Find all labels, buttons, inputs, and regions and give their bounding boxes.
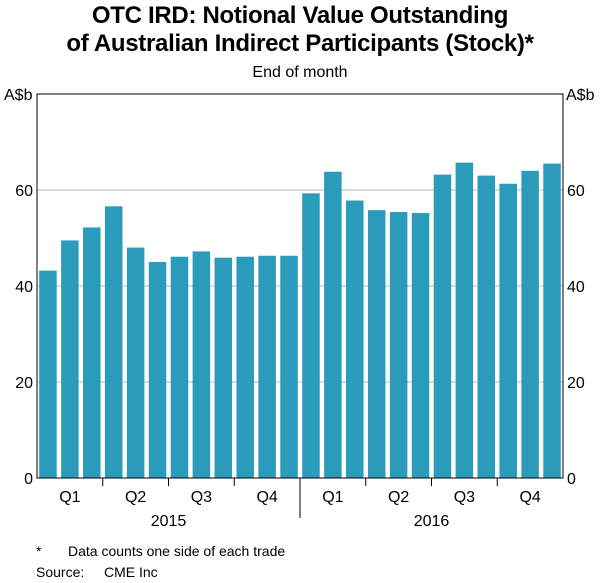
x-quarter-label: Q4 bbox=[256, 489, 277, 506]
x-quarter-label: Q4 bbox=[519, 489, 540, 506]
y-tick-label-left: 0 bbox=[24, 471, 33, 488]
footnote-text: Data counts one side of each trade bbox=[68, 543, 286, 559]
x-year-label: 2015 bbox=[151, 513, 187, 530]
bar bbox=[433, 174, 452, 478]
bar bbox=[236, 256, 254, 478]
x-quarter-label: Q1 bbox=[322, 489, 343, 506]
bar bbox=[324, 171, 342, 478]
bar bbox=[258, 255, 276, 478]
bar bbox=[280, 255, 298, 478]
bar bbox=[214, 257, 233, 478]
chart-title-line-1: OTC IRD: Notional Value Outstanding bbox=[91, 2, 509, 29]
left-axis-unit: A$b bbox=[4, 87, 33, 104]
bar bbox=[543, 163, 561, 478]
x-quarter-label: Q3 bbox=[191, 489, 212, 506]
bar bbox=[126, 247, 145, 478]
source-text: CME Inc bbox=[104, 564, 158, 580]
bar bbox=[455, 162, 474, 478]
x-year-label: 2016 bbox=[414, 513, 450, 530]
bar bbox=[170, 256, 189, 478]
bar bbox=[104, 206, 123, 478]
bar bbox=[367, 210, 386, 478]
bar bbox=[61, 240, 79, 478]
bar bbox=[39, 270, 57, 478]
chart-subtitle: End of month bbox=[252, 64, 348, 81]
bar bbox=[499, 183, 517, 478]
x-quarter-label: Q1 bbox=[59, 489, 80, 506]
y-tick-label-right: 0 bbox=[567, 471, 576, 488]
y-tick-label-right: 60 bbox=[567, 183, 585, 200]
x-quarter-label: Q2 bbox=[388, 489, 409, 506]
x-quarter-label: Q3 bbox=[454, 489, 475, 506]
bar bbox=[192, 251, 211, 478]
bar bbox=[302, 193, 320, 479]
right-axis-unit: A$b bbox=[566, 87, 595, 104]
chart-title-line-2: of Australian Indirect Participants (Sto… bbox=[66, 30, 534, 57]
footnote-marker: * bbox=[36, 543, 42, 559]
bar bbox=[521, 170, 539, 479]
y-tick-label-left: 60 bbox=[15, 183, 33, 200]
y-tick-label-right: 40 bbox=[567, 279, 585, 296]
bar bbox=[346, 200, 364, 478]
y-tick-label-left: 40 bbox=[15, 279, 33, 296]
bar bbox=[389, 212, 408, 478]
bar bbox=[411, 213, 430, 479]
bar bbox=[477, 175, 496, 478]
y-tick-label-right: 20 bbox=[567, 375, 585, 392]
x-quarter-label: Q2 bbox=[125, 489, 146, 506]
bar bbox=[83, 227, 101, 478]
y-tick-label-left: 20 bbox=[15, 375, 33, 392]
source-label: Source: bbox=[36, 564, 85, 580]
bar bbox=[148, 262, 167, 478]
